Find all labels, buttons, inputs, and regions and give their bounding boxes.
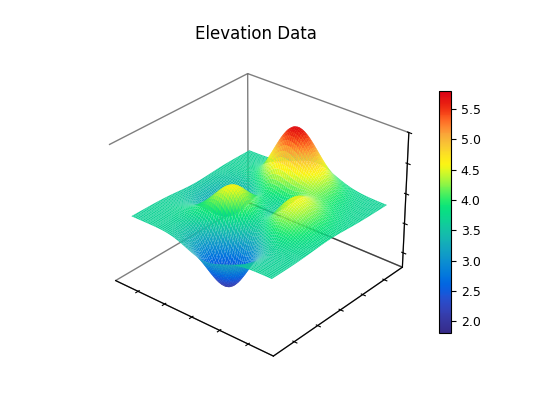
Title: Elevation Data: Elevation Data bbox=[194, 25, 316, 43]
